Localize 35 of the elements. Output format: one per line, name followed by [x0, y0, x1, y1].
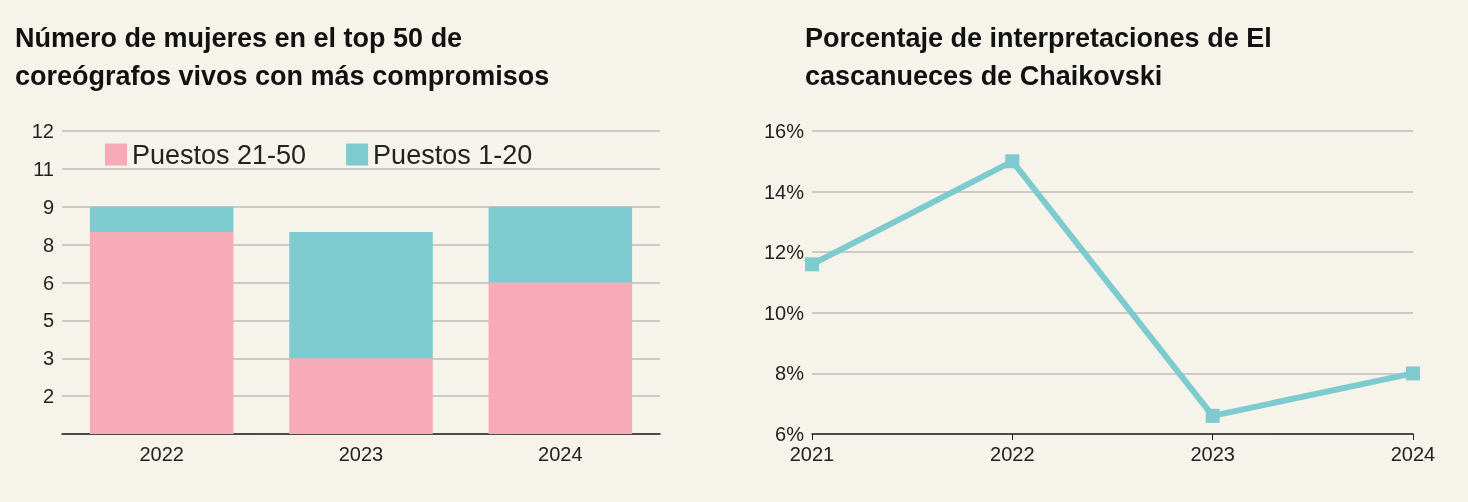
y-tick-label: 12: [31, 120, 54, 142]
y-tick-label: 6%: [775, 423, 805, 445]
y-tick-label: 8%: [775, 362, 805, 385]
x-tick-label: 2022: [139, 443, 184, 465]
bar: [289, 232, 433, 359]
bar: [89, 232, 234, 434]
x-tick-label: 2024: [1390, 443, 1436, 465]
y-tick-label: 5: [42, 309, 54, 332]
bar: [488, 282, 633, 434]
y-tick-label: 8: [42, 233, 54, 256]
bar: [289, 358, 433, 434]
y-tick-label: 14%: [763, 180, 805, 203]
chart-title: Número de mujeres en el top 50 de coreógrafos vivos con más compromisos: [15, 23, 550, 91]
x-tick-label: 2023: [338, 443, 384, 465]
y-tick-label: 12%: [763, 241, 805, 264]
legend-label: Puestos 21-50: [132, 139, 307, 170]
bar: [488, 206, 633, 283]
y-tick-label: 16%: [763, 120, 805, 142]
y-tick-label: 10%: [763, 301, 805, 324]
x-tick-label: 2022: [990, 443, 1035, 465]
x-tick-label: 2024: [538, 443, 583, 465]
point: [1205, 408, 1220, 423]
legend-label: Puestos 1-20: [373, 139, 533, 170]
point: [1005, 154, 1020, 169]
y-tick-label: 3: [42, 347, 54, 370]
y-tick-label: 6: [42, 271, 54, 294]
point: [1406, 366, 1420, 381]
chart-title: Porcentaje de interpretaciones de El cascanueces de Chaikovski: [805, 23, 1280, 91]
y-tick-label: 9: [42, 195, 54, 218]
y-tick-label: 2: [42, 385, 54, 408]
y-tick-label: 11: [33, 157, 54, 180]
x-tick-label: 2023: [1190, 443, 1235, 465]
bar: [89, 206, 234, 232]
x-tick-label: 2021: [789, 443, 835, 465]
point: [805, 257, 819, 272]
